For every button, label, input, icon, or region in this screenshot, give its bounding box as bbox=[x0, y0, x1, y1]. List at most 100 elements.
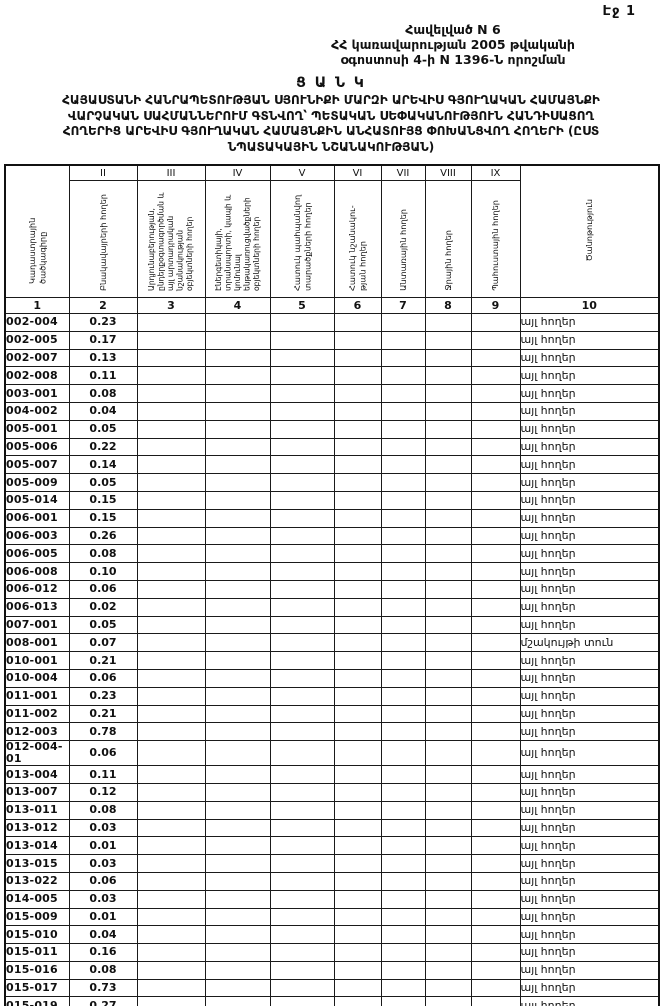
empty-cell bbox=[380, 889, 426, 909]
residential-land-value-cell: 0.15 bbox=[68, 490, 138, 510]
cadastral-code-cell: 013-015 bbox=[4, 854, 70, 873]
column-header-label: Ծանոթություն bbox=[584, 199, 595, 262]
table-row: 013-007 0.12 այլ հողեր bbox=[4, 782, 660, 802]
empty-cell bbox=[333, 490, 382, 510]
empty-cell bbox=[333, 597, 382, 617]
empty-cell bbox=[333, 960, 382, 980]
table-row: 006-008 0.10 այլ հողեր bbox=[4, 562, 660, 581]
note-cell: այլ հողեր bbox=[519, 526, 660, 546]
empty-cell bbox=[136, 960, 206, 980]
empty-cell bbox=[380, 401, 426, 421]
empty-cell bbox=[269, 651, 335, 670]
empty-cell bbox=[269, 960, 335, 980]
table-row: 013-014 0.01 այլ հողեր bbox=[4, 836, 660, 856]
note-cell: այլ հողեր bbox=[519, 366, 660, 386]
residential-land-value-cell: 0.01 bbox=[68, 836, 138, 856]
empty-cell bbox=[470, 455, 521, 475]
empty-cell bbox=[380, 455, 426, 475]
empty-cell bbox=[269, 722, 335, 742]
empty-cell bbox=[269, 490, 335, 510]
empty-cell bbox=[380, 313, 426, 332]
empty-cell bbox=[204, 633, 271, 653]
cadastral-code-cell: 002-007 bbox=[4, 348, 70, 368]
empty-cell bbox=[204, 800, 271, 820]
column-number: 2 bbox=[68, 297, 138, 314]
empty-cell bbox=[333, 651, 382, 670]
empty-cell bbox=[136, 978, 206, 998]
column-number-row: 1 2 3 4 5 6 7 8 9 10 bbox=[4, 297, 660, 314]
empty-cell bbox=[269, 800, 335, 820]
empty-cell bbox=[333, 348, 382, 368]
column-number: 5 bbox=[269, 297, 335, 314]
empty-cell bbox=[380, 348, 426, 368]
empty-cell bbox=[333, 330, 382, 350]
cadastral-code-cell: 013-022 bbox=[4, 871, 70, 891]
residential-land-value-cell: 0.11 bbox=[68, 366, 138, 386]
empty-cell bbox=[424, 871, 472, 891]
table-body: 002-004 0.23 այլ հողեր 002-005 0.17 այլ … bbox=[4, 313, 660, 1006]
column-header-note: Ծանոթություն bbox=[519, 164, 660, 298]
empty-cell bbox=[424, 562, 472, 581]
residential-land-value-cell: 0.15 bbox=[68, 508, 138, 528]
empty-cell bbox=[380, 800, 426, 820]
empty-cell bbox=[333, 579, 382, 599]
empty-cell bbox=[424, 455, 472, 475]
empty-cell bbox=[380, 943, 426, 962]
note-cell: այլ հողեր bbox=[519, 722, 660, 742]
cadastral-code-cell: 005-001 bbox=[4, 419, 70, 439]
empty-cell bbox=[424, 836, 472, 856]
empty-cell bbox=[333, 740, 382, 767]
note-cell: այլ հողեր bbox=[519, 313, 660, 332]
empty-cell bbox=[333, 313, 382, 332]
empty-cell bbox=[136, 651, 206, 670]
empty-cell bbox=[136, 455, 206, 475]
cadastral-code-cell: 005-009 bbox=[4, 473, 70, 492]
empty-cell bbox=[269, 633, 335, 653]
empty-cell bbox=[470, 818, 521, 838]
empty-cell bbox=[269, 401, 335, 421]
table-row: 012-003 0.78 այլ հողեր bbox=[4, 722, 660, 742]
empty-cell bbox=[424, 384, 472, 403]
empty-cell bbox=[380, 740, 426, 767]
empty-cell bbox=[380, 330, 426, 350]
empty-cell bbox=[269, 996, 335, 1006]
empty-cell bbox=[333, 782, 382, 802]
empty-cell bbox=[269, 508, 335, 528]
empty-cell bbox=[470, 562, 521, 581]
table-row: 011-002 0.21 այլ հողեր bbox=[4, 704, 660, 724]
empty-cell bbox=[204, 818, 271, 838]
table-row: 005-009 0.05 այլ հողեր bbox=[4, 473, 660, 492]
empty-cell bbox=[424, 313, 472, 332]
empty-cell bbox=[333, 437, 382, 457]
empty-cell bbox=[424, 401, 472, 421]
empty-cell bbox=[333, 562, 382, 581]
residential-land-value-cell: 0.16 bbox=[68, 943, 138, 962]
empty-cell bbox=[136, 490, 206, 510]
residential-land-value-cell: 0.03 bbox=[68, 854, 138, 873]
empty-cell bbox=[333, 836, 382, 856]
empty-cell bbox=[269, 366, 335, 386]
empty-cell bbox=[470, 597, 521, 617]
note-cell: այլ հողեր bbox=[519, 455, 660, 475]
empty-cell bbox=[380, 384, 426, 403]
empty-cell bbox=[204, 330, 271, 350]
empty-cell bbox=[380, 473, 426, 492]
empty-cell bbox=[470, 668, 521, 688]
note-cell: այլ հողեր bbox=[519, 943, 660, 962]
empty-cell bbox=[136, 871, 206, 891]
empty-cell bbox=[204, 722, 271, 742]
empty-cell bbox=[204, 615, 271, 635]
note-cell: այլ հողեր bbox=[519, 836, 660, 856]
empty-cell bbox=[136, 562, 206, 581]
empty-cell bbox=[380, 925, 426, 945]
empty-cell bbox=[470, 473, 521, 492]
residential-land-value-cell: 0.73 bbox=[68, 978, 138, 998]
cadastral-code-cell: 013-012 bbox=[4, 818, 70, 838]
empty-cell bbox=[136, 401, 206, 421]
empty-cell bbox=[380, 597, 426, 617]
empty-cell bbox=[204, 889, 271, 909]
empty-cell bbox=[470, 943, 521, 962]
empty-cell bbox=[380, 544, 426, 564]
empty-cell bbox=[424, 907, 472, 927]
empty-cell bbox=[136, 686, 206, 706]
